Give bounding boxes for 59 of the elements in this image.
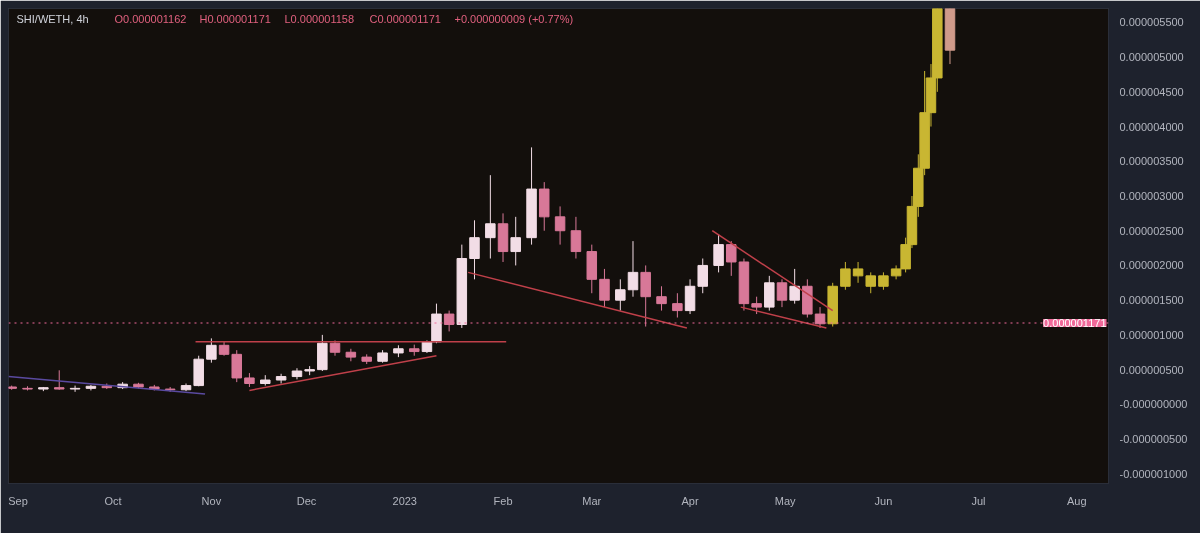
x-tick-label: Sep: [8, 494, 28, 507]
candlestick: [814, 306, 826, 329]
y-tick-label: 0.000005500: [1119, 16, 1184, 29]
candlestick: [570, 216, 582, 259]
candlestick: [69, 385, 81, 393]
y-tick-label: 0.000000500: [1119, 363, 1184, 376]
candlestick: [231, 349, 242, 383]
candlestick: [789, 268, 800, 305]
x-tick-label: Oct: [104, 494, 122, 507]
candlestick: [776, 278, 788, 308]
candlestick: [627, 240, 639, 298]
x-tick-label: 2023: [392, 494, 417, 507]
candlestick: [53, 369, 65, 391]
x-tick-label: Mar: [582, 494, 602, 507]
y-tick-label: 0.000003500: [1119, 155, 1184, 168]
candlestick: [840, 261, 851, 291]
candlestick: [865, 271, 876, 294]
candlestick: [275, 373, 287, 384]
annotation: H0.000001171: [199, 12, 271, 25]
candlestick: [672, 292, 683, 319]
chart-title: SHI/WETH, 4h: [16, 12, 89, 25]
candlestick: [656, 285, 667, 312]
candlestick: [469, 219, 480, 280]
candlestick: [713, 233, 724, 273]
y-tick-label: 0.000005000: [1119, 51, 1184, 64]
x-tick-label: Aug: [1067, 494, 1087, 507]
y-tick-label: 0.000004500: [1119, 85, 1184, 98]
ref-line-label: 0.000001171: [1043, 317, 1107, 330]
x-tick-label: May: [774, 494, 797, 507]
x-tick-label: Apr: [681, 494, 699, 507]
candlestick: [554, 205, 566, 246]
candlestick: [345, 348, 357, 362]
candlestick: [615, 278, 626, 312]
candlestick: [485, 174, 496, 259]
candlestick: [697, 258, 708, 294]
annotation: +0.000000009 (+0.77%): [454, 12, 574, 25]
y-tick-label: 0.000003000: [1119, 190, 1184, 202]
candlestick: [510, 216, 521, 266]
y-tick-label: 0.000001000: [1119, 328, 1184, 341]
x-tick-label: Dec: [296, 494, 317, 507]
candlestick: [599, 268, 610, 308]
annotation: L0.000001158: [284, 12, 355, 25]
x-tick-label: Nov: [201, 494, 222, 507]
candlestick: [443, 310, 455, 332]
y-tick-label: -0.000000000: [1119, 398, 1188, 411]
y-tick-label: -0.000001000: [1119, 467, 1188, 480]
annotation: O0.000001162: [114, 12, 187, 25]
y-tick-label: 0.000001500: [1119, 294, 1184, 307]
candlestick: [206, 337, 217, 364]
annotation: C0.000001171: [369, 12, 441, 25]
candlestick: [852, 261, 864, 284]
y-tick-label: 0.000002500: [1119, 224, 1184, 237]
candlestick: [726, 240, 737, 277]
y-tick-label: -0.000000500: [1119, 433, 1188, 446]
x-tick-label: Jun: [874, 494, 893, 507]
x-tick-label: Feb: [493, 494, 513, 507]
x-tick-label: Jul: [971, 494, 986, 507]
y-tick-label: 0.000004000: [1119, 120, 1184, 133]
y-tick-label: 0.000002000: [1119, 259, 1184, 272]
